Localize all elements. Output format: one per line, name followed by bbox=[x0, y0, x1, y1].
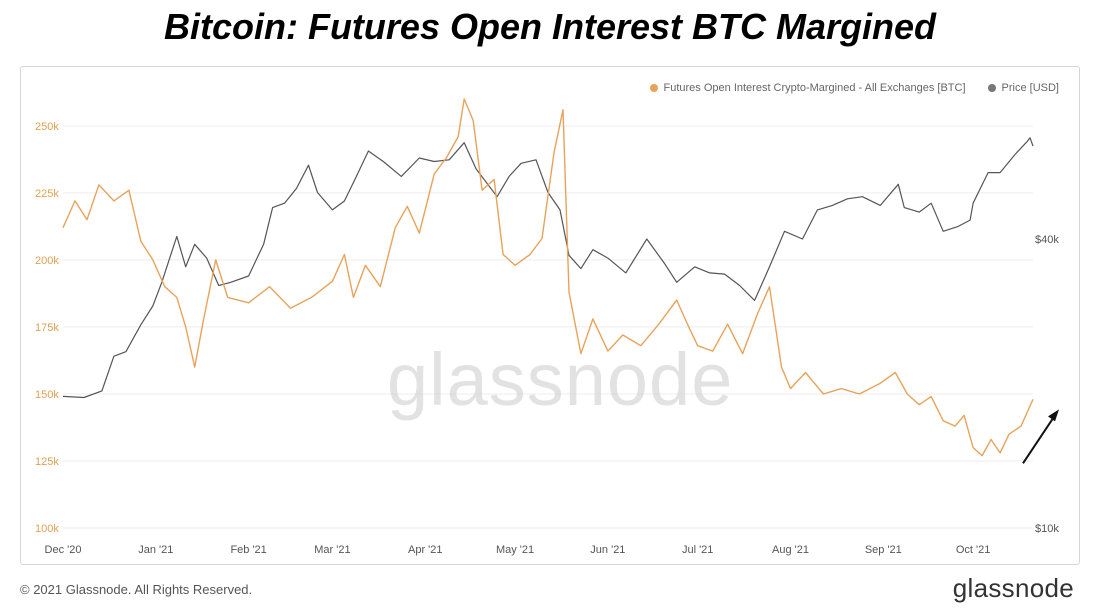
x-tick-label: Aug '21 bbox=[772, 544, 809, 556]
x-tick-label: Sep '21 bbox=[865, 544, 902, 556]
legend-dot-icon bbox=[987, 84, 996, 92]
x-tick-label: Feb '21 bbox=[230, 544, 266, 556]
legend-label-open-interest: Futures Open Interest Crypto-Margined - … bbox=[663, 82, 966, 94]
y-right-tick-label: $40k bbox=[1035, 234, 1059, 246]
y-right-tick-label: $10k bbox=[1035, 523, 1059, 535]
chart-panel: 100k 125k 150k 175k 200k 225k 250k $10k $40k Dec … bbox=[20, 66, 1080, 565]
legend-label-price: Price [USD] bbox=[1001, 82, 1059, 94]
annotation-arrowhead bbox=[1048, 409, 1059, 422]
y-left-tick-label: 200k bbox=[35, 255, 59, 267]
x-tick-label: Apr '21 bbox=[408, 544, 443, 556]
x-tick-label: Dec '20 bbox=[45, 544, 82, 556]
x-tick-label: Jul '21 bbox=[682, 544, 713, 556]
x-tick-label: Mar '21 bbox=[314, 544, 350, 556]
copyright-text: © 2021 Glassnode. All Rights Reserved. bbox=[20, 582, 253, 597]
y-left-tick-label: 250k bbox=[35, 121, 59, 133]
y-left-tick-label: 175k bbox=[35, 322, 59, 334]
chart-svg: 100k 125k 150k 175k 200k 225k 250k $10k $40k Dec … bbox=[35, 98, 1059, 556]
brand-logo-text: glassnode bbox=[952, 573, 1074, 603]
open-interest-series-line bbox=[62, 98, 1034, 457]
x-tick-label: Jun '21 bbox=[590, 544, 625, 556]
y-left-tick-label: 100k bbox=[35, 523, 59, 535]
legend: Futures Open Interest Crypto-Margined - … bbox=[649, 82, 1059, 94]
x-tick-label: May '21 bbox=[496, 544, 534, 556]
x-tick-label: Oct '21 bbox=[956, 544, 991, 556]
chart-title: Bitcoin: Futures Open Interest BTC Margi… bbox=[163, 6, 937, 47]
y-left-tick-label: 225k bbox=[35, 188, 59, 200]
legend-item-open-interest[interactable]: Futures Open Interest Crypto-Margined - … bbox=[649, 82, 966, 94]
legend-dot-icon bbox=[649, 84, 658, 92]
x-tick-label: Jan '21 bbox=[138, 544, 173, 556]
legend-item-price[interactable]: Price [USD] bbox=[987, 82, 1059, 94]
y-left-tick-label: 150k bbox=[35, 389, 59, 401]
watermark: glassnode bbox=[387, 338, 734, 421]
y-left-tick-label: 125k bbox=[35, 456, 59, 468]
annotation-arrow bbox=[1022, 414, 1056, 464]
